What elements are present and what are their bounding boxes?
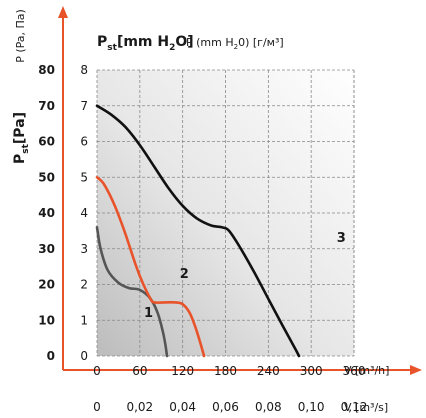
y-tick-label-mmh2o: 6 [80, 135, 88, 149]
curve-label-1: 1 [144, 306, 153, 321]
curve-labels: 1 2 3 [144, 231, 346, 321]
curve-label-2: 2 [180, 267, 189, 282]
x-tick-label-m3h: 120 [171, 364, 194, 378]
y-axis-left-secondary-label: P (Pa, Па) [14, 9, 27, 63]
bottom-x-tick-labels: 0 0,02 0,04 0,06 0,08 0,10 0,12 [93, 400, 367, 414]
x-tick-label-m3s: 0,02 [126, 400, 153, 414]
x-tick-label-m3s: 0,08 [255, 400, 282, 414]
inner-tick-labels: 0 1 2 3 4 5 6 7 8 [80, 63, 88, 363]
y-tick-label-pa: 80 [38, 63, 55, 77]
x-tick-label-m3h: 180 [214, 364, 237, 378]
left-tick-labels: 0 10 20 30 40 50 60 70 80 [38, 63, 55, 363]
y-tick-label-mmh2o: 4 [80, 206, 88, 220]
series-curve-2 [95, 176, 206, 358]
y-tick-label-pa: 40 [38, 206, 55, 220]
y-tick-label-pa: 10 [38, 313, 55, 327]
y-axis-secondary-label: P (mm H20) [г/м³] [186, 36, 284, 51]
series-curve-3 [95, 104, 301, 358]
x-tick-label-m3s: 0,06 [212, 400, 239, 414]
y-tick-label-pa: 0 [47, 349, 55, 363]
x-tick-label-m3h: 300 [300, 364, 323, 378]
y-tick-label-pa: 30 [38, 242, 55, 256]
x-tick-label-m3s: 0 [93, 400, 101, 414]
series-curve-1 [95, 226, 169, 358]
y-axis-arrow [58, 6, 68, 370]
y-tick-label-mmh2o: 0 [80, 349, 88, 363]
series-group [95, 104, 301, 358]
curve-label-3: 3 [337, 231, 346, 246]
x-tick-label-m3s: 0,04 [169, 400, 196, 414]
y-axis-title-mmh2o: Pst[mm H2O] [97, 34, 194, 53]
y-axis-title-pa: Pst[Pa] [12, 112, 31, 164]
y-tick-label-pa: 70 [38, 99, 55, 113]
x-axis-title-m3h: V [m³/h] [344, 364, 389, 377]
x-tick-label-m3h: 60 [132, 364, 147, 378]
y-tick-label-mmh2o: 1 [80, 313, 88, 327]
grid [96, 69, 355, 357]
top-x-tick-labels: 0 60 120 180 240 300 360 [93, 364, 365, 378]
y-tick-label-pa: 20 [38, 278, 55, 292]
x-tick-label-m3h: 0 [93, 364, 101, 378]
x-tick-label-m3s: 0,10 [298, 400, 325, 414]
y-tick-label-mmh2o: 2 [80, 278, 88, 292]
y-tick-label-mmh2o: 3 [80, 242, 88, 256]
x-axis-arrow [63, 365, 422, 375]
y-tick-label-mmh2o: 8 [80, 63, 88, 77]
x-tick-label-m3s: 0,12 [341, 400, 368, 414]
y-tick-label-pa: 60 [38, 135, 55, 149]
y-tick-label-mmh2o: 7 [80, 99, 88, 113]
x-axis-title-m3s: V [m³/s] [344, 401, 388, 414]
x-tick-label-m3h: 360 [343, 364, 366, 378]
x-tick-label-m3h: 240 [257, 364, 280, 378]
y-tick-label-mmh2o: 5 [80, 170, 88, 184]
y-tick-label-pa: 50 [38, 170, 55, 184]
